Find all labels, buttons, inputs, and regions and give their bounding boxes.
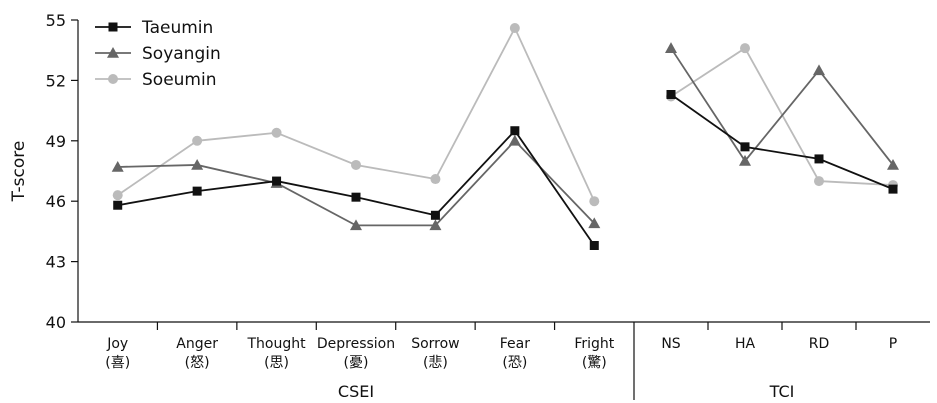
y-tick-label: 46 bbox=[46, 192, 66, 211]
x-tick-sublabel: (憂) bbox=[344, 355, 369, 371]
x-tick-sublabel: (悲) bbox=[423, 354, 448, 371]
y-tick-label: 49 bbox=[46, 132, 66, 151]
square-marker bbox=[510, 126, 520, 136]
series-taeumin bbox=[113, 89, 898, 250]
triangle-marker bbox=[508, 134, 521, 146]
legend-label: Taeumin bbox=[141, 18, 213, 38]
series-line bbox=[117, 139, 595, 227]
circle-marker bbox=[814, 176, 824, 187]
chart-legend: Taeumin Soyangin Soeumin bbox=[95, 18, 221, 90]
square-marker bbox=[589, 240, 599, 250]
circle-marker bbox=[192, 135, 203, 146]
legend-label: Soyangin bbox=[142, 44, 221, 64]
triangle-marker bbox=[191, 158, 204, 170]
triangle-marker bbox=[588, 217, 601, 229]
y-tick-label: 55 bbox=[46, 11, 66, 30]
x-tick-label: NS bbox=[661, 336, 680, 352]
legend-label: Soeumin bbox=[142, 70, 216, 90]
x-tick-sublabel: (恐) bbox=[502, 355, 527, 371]
square-marker bbox=[192, 186, 202, 196]
x-tick-label: Fright bbox=[574, 336, 614, 352]
x-tick-label: Sorrow bbox=[411, 336, 459, 352]
square-marker bbox=[351, 192, 361, 202]
group-label: TCI bbox=[769, 382, 795, 401]
circle-marker bbox=[108, 74, 118, 84]
x-tick-sublabel: (喜) bbox=[105, 355, 130, 371]
y-axis-title: T-score bbox=[9, 141, 29, 203]
square-marker bbox=[113, 200, 123, 210]
y-tick-label: 40 bbox=[46, 313, 66, 332]
triangle-marker bbox=[429, 219, 442, 231]
circle-marker bbox=[112, 190, 123, 201]
x-tick-label: Fear bbox=[500, 336, 530, 352]
x-tick-sublabel: (思) bbox=[264, 355, 289, 371]
legend-item: Soyangin bbox=[95, 44, 221, 64]
x-tick-sublabel: (怒) bbox=[185, 355, 210, 371]
x-tick-sublabel: (驚) bbox=[582, 354, 607, 371]
y-tick-label: 43 bbox=[46, 253, 66, 272]
series-soyangin bbox=[111, 42, 899, 231]
legend-item: Soeumin bbox=[95, 70, 216, 90]
chart-ticks: 40 43 46 49 52 55 Joy (喜) Anger (怒) Thought (思) Depr… bbox=[46, 11, 898, 401]
triangle-marker bbox=[887, 158, 899, 170]
legend-item: Taeumin bbox=[95, 18, 213, 38]
circle-marker bbox=[509, 23, 520, 34]
square-marker bbox=[666, 89, 676, 99]
circle-marker bbox=[351, 159, 361, 170]
triangle-marker bbox=[107, 47, 119, 58]
triangle-marker bbox=[813, 64, 825, 76]
square-marker bbox=[888, 184, 898, 194]
square-marker bbox=[814, 154, 824, 164]
x-tick-label: Depression bbox=[317, 336, 395, 352]
circle-marker bbox=[430, 174, 441, 185]
x-tick-label: HA bbox=[735, 336, 756, 352]
x-tick-label: RD bbox=[809, 336, 830, 352]
group-label: CSEI bbox=[338, 382, 374, 401]
triangle-marker bbox=[350, 219, 362, 231]
square-marker bbox=[108, 22, 118, 32]
x-tick-label: Thought bbox=[247, 336, 307, 352]
x-tick-label: Joy bbox=[106, 336, 128, 352]
square-marker bbox=[272, 176, 282, 186]
series-line bbox=[670, 93, 894, 190]
triangle-marker bbox=[665, 42, 677, 53]
y-tick-label: 52 bbox=[46, 71, 66, 90]
chart-axes bbox=[77, 20, 930, 400]
circle-marker bbox=[271, 127, 282, 138]
circle-marker bbox=[740, 43, 750, 54]
chart-series bbox=[111, 23, 899, 250]
series-line bbox=[670, 47, 894, 166]
triangle-marker bbox=[739, 154, 751, 166]
triangle-marker bbox=[111, 160, 124, 172]
series-soeumin bbox=[112, 23, 898, 207]
circle-marker bbox=[589, 196, 600, 207]
x-tick-label: P bbox=[889, 336, 897, 352]
square-marker bbox=[740, 142, 750, 152]
x-tick-label: Anger bbox=[176, 336, 218, 352]
square-marker bbox=[430, 210, 440, 220]
